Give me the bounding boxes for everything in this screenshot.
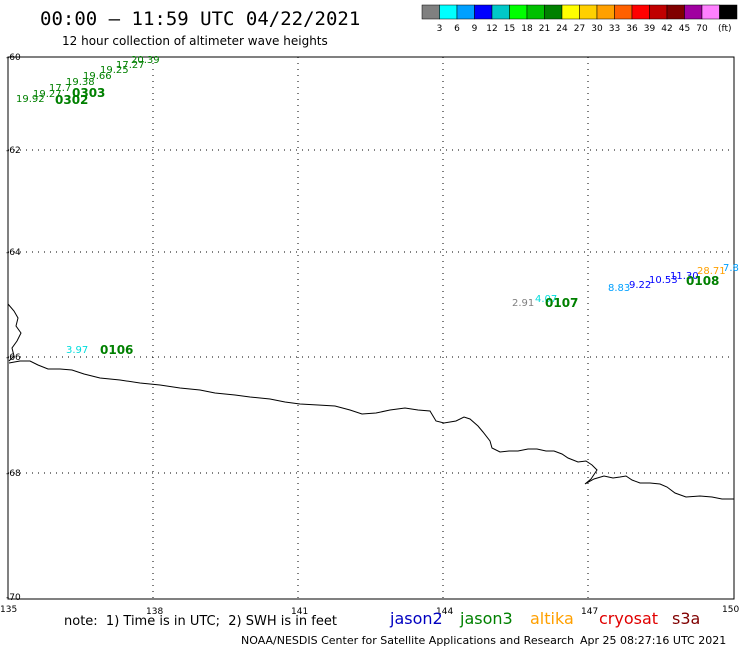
time-tag: 0302 xyxy=(55,93,88,107)
legend-tick-label: 36 xyxy=(626,24,638,34)
map-subtitle: 12 hour collection of altimeter wave hei… xyxy=(62,34,328,48)
map-title: 00:00 – 11:59 UTC 04/22/2021 xyxy=(40,8,360,30)
lat-label: -68 xyxy=(6,469,21,479)
lat-label: -66 xyxy=(6,353,21,363)
observation-value: 28.71 xyxy=(697,266,726,277)
observation-value: 7.8 xyxy=(723,263,739,274)
legend-swatch xyxy=(684,4,703,20)
legend-swatch xyxy=(509,4,528,20)
satellite-s3a: s3a xyxy=(672,609,700,628)
legend-swatch xyxy=(719,4,738,20)
observation-value: 20.39 xyxy=(131,55,160,66)
legend-tick-label: 30 xyxy=(591,24,603,34)
legend-swatch xyxy=(544,4,563,20)
lat-label: -64 xyxy=(6,248,21,258)
legend-swatch xyxy=(474,4,493,20)
legend-tick-label: 6 xyxy=(454,24,460,34)
antarctic-coastline xyxy=(7,303,734,500)
observation-value: 19.27 xyxy=(33,89,62,100)
latitude-labels: -60 -62 -64 -66 -68 -70 xyxy=(6,53,21,603)
legend-tick-label: 24 xyxy=(556,24,568,34)
satellite-jason2: jason2 xyxy=(389,609,443,628)
observation-value: 2.91 xyxy=(512,298,534,309)
observation-value: 9.22 xyxy=(629,280,651,291)
legend-swatch xyxy=(596,4,615,20)
time-tag: 0108 xyxy=(686,274,719,288)
legend-tick-label: 9 xyxy=(472,24,478,34)
lon-label: 144 xyxy=(436,607,453,617)
time-tag: 0107 xyxy=(545,296,578,310)
lon-label: 135 xyxy=(0,605,17,615)
observation-value: 11.30 xyxy=(670,271,699,282)
units-note: note: 1) Time is in UTC; 2) SWH is in fe… xyxy=(64,614,337,629)
lon-label: 150 xyxy=(722,605,739,615)
observation-value: 19.38 xyxy=(66,77,95,88)
legend-swatch xyxy=(579,4,598,20)
observation-value: 3.97 xyxy=(66,345,88,356)
legend-tick-label: 3 xyxy=(437,24,443,34)
footer-timestamp: Apr 25 08:27:16 UTC 2021 xyxy=(580,634,726,647)
footer-credit: NOAA/NESDIS Center for Satellite Applica… xyxy=(241,634,574,647)
satellite-jason3: jason3 xyxy=(459,609,513,628)
color-legend: 3 6 9 12 15 18 21 24 27 30 33 36 39 42 45 70 (ft) xyxy=(421,4,738,34)
legend-swatch xyxy=(649,4,668,20)
time-tag: 0303 xyxy=(72,86,105,100)
graticule xyxy=(8,57,734,599)
legend-swatch xyxy=(491,4,510,20)
longitude-labels: 135 138 141 144 147 150 xyxy=(0,605,739,617)
legend-swatch xyxy=(631,4,650,20)
satellite-altika: altika xyxy=(530,609,574,628)
pass-time-tags: 0302 0303 0106 0107 0108 xyxy=(55,86,719,357)
legend-swatch xyxy=(701,4,720,20)
satellite-legend: jason2 jason3 altika cryosat s3a xyxy=(389,609,700,628)
map-frame xyxy=(7,56,735,600)
wave-observations: 19.92 19.27 17.7 19.38 19.66 19.25 17.27… xyxy=(16,55,739,356)
legend-tick-label: 33 xyxy=(609,24,620,34)
legend-swatch xyxy=(561,4,580,20)
legend-tick-label: 27 xyxy=(574,24,585,34)
lat-label: -70 xyxy=(6,593,21,603)
legend-swatch xyxy=(526,4,545,20)
observation-value: 8.83 xyxy=(608,283,630,294)
observation-value: 17.7 xyxy=(49,83,71,94)
legend-swatch xyxy=(666,4,685,20)
legend-swatch xyxy=(456,4,475,20)
lon-label: 147 xyxy=(581,607,598,617)
legend-swatch xyxy=(439,4,458,20)
legend-swatch xyxy=(421,4,440,20)
legend-tick-label: 70 xyxy=(696,24,708,34)
legend-tick-label: 18 xyxy=(521,24,533,34)
legend-swatch xyxy=(614,4,633,20)
legend-tick-label: 45 xyxy=(679,24,690,34)
legend-tick-label: 39 xyxy=(644,24,656,34)
observation-value: 19.25 xyxy=(100,65,129,76)
coastline-main xyxy=(8,360,734,500)
observation-value: 19.66 xyxy=(83,71,112,82)
lat-label: -62 xyxy=(6,146,21,156)
time-tag: 0106 xyxy=(100,343,133,357)
lat-label: -60 xyxy=(6,53,21,63)
legend-tick-label: 42 xyxy=(661,24,672,34)
observation-value: 4.07 xyxy=(535,294,557,305)
observation-value: 17.27 xyxy=(116,60,145,71)
legend-tick-label: 21 xyxy=(539,24,550,34)
legend-tick-label: 12 xyxy=(486,24,497,34)
satellite-cryosat: cryosat xyxy=(599,609,658,628)
observation-value: 10.53 xyxy=(649,275,678,286)
coastline-west-inlet xyxy=(7,303,22,362)
observation-value: 19.92 xyxy=(16,94,45,105)
lon-label: 138 xyxy=(146,607,163,617)
legend-tick-label: 15 xyxy=(504,24,515,34)
lon-label: 141 xyxy=(291,607,308,617)
legend-unit: (ft) xyxy=(718,24,732,34)
